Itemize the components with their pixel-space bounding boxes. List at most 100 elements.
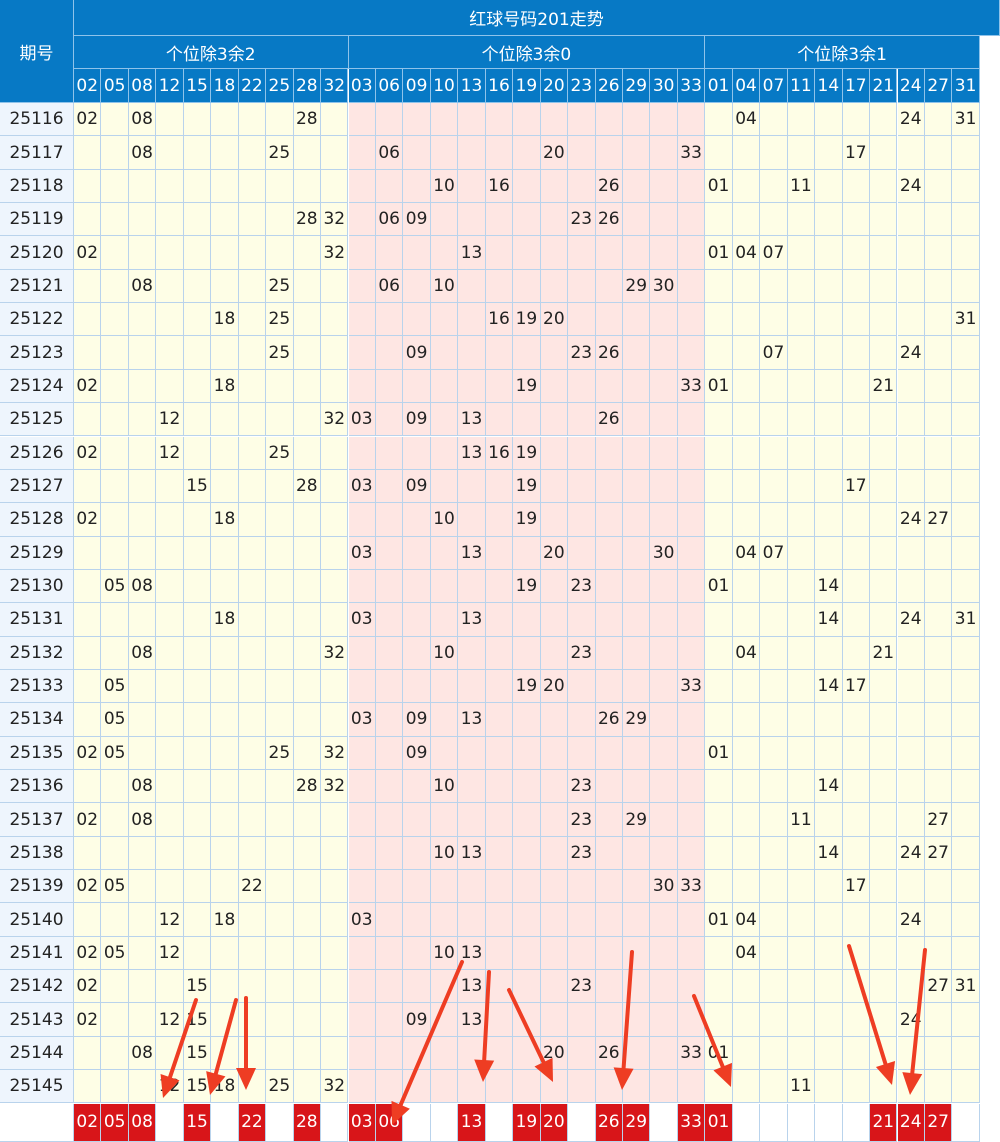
drawn-number: 15 [183,1003,212,1037]
selected-number[interactable]: 21 [870,1103,898,1142]
drawn-number: 24 [897,836,925,871]
draw-cell [952,1036,980,1071]
draw-cell [677,736,706,770]
selected-number[interactable]: 06 [375,1103,404,1142]
draw-cell [650,1070,678,1104]
draw-cell [595,603,623,637]
draw-cell [623,1003,651,1037]
period-cell: 25143 [0,1003,74,1037]
selected-number[interactable]: 33 [677,1103,706,1142]
draw-cell [266,870,294,904]
draw-cell [705,1003,733,1037]
drawn-number: 14 [815,836,843,871]
draw-cell [238,436,267,470]
draw-cell [293,269,322,304]
draw-cell [128,403,157,437]
selected-number[interactable]: 20 [540,1103,569,1142]
draw-cell [430,669,459,704]
draw-cell [595,1003,623,1037]
number-header: 09 [403,69,431,103]
draw-cell [623,770,651,804]
draw-cell [238,1036,267,1071]
drawn-number: 18 [211,303,239,337]
drawn-number: 19 [513,303,541,337]
draw-cell [183,503,212,537]
draw-cell [897,770,925,804]
selected-number[interactable]: 27 [924,1103,953,1142]
period-cell: 25138 [0,836,74,871]
draw-cell [293,169,322,204]
draw-cell [540,103,569,137]
number-header: 27 [924,69,953,103]
draw-cell [568,1036,596,1071]
drawn-number: 08 [128,136,157,170]
draw-cell [732,736,761,770]
draw-cell [677,503,706,537]
period-cell: 25140 [0,903,74,937]
draw-cell [348,770,376,804]
selected-number[interactable]: 29 [623,1103,651,1142]
selected-number[interactable]: 03 [348,1103,376,1142]
selected-number[interactable]: 19 [513,1103,541,1142]
selected-number[interactable]: 13 [458,1103,486,1142]
drawn-number: 22 [238,870,267,904]
draw-cell [787,236,816,270]
draw-cell [403,870,431,904]
draw-cell [238,1003,267,1037]
selection-cell [430,1103,459,1142]
drawn-number: 29 [623,803,651,837]
selected-number[interactable]: 24 [897,1103,925,1142]
selection-cell [842,1103,871,1142]
selected-number[interactable]: 28 [293,1103,322,1142]
draw-cell [595,369,623,404]
draw-cell [430,136,459,170]
draw-cell [650,803,678,837]
draw-cell [266,169,294,204]
drawn-number: 20 [540,303,569,337]
draw-cell [293,936,322,971]
drawn-number: 21 [870,369,898,404]
draw-cell [74,636,102,670]
draw-cell [842,803,871,837]
period-cell: 25125 [0,403,74,437]
selected-number[interactable]: 08 [128,1103,157,1142]
draw-cell [513,636,541,670]
draw-cell [375,669,404,704]
drawn-number: 26 [595,703,623,737]
draw-cell [650,936,678,971]
draw-cell [430,403,459,437]
draw-cell [403,603,431,637]
draw-cell [485,603,514,637]
draw-cell [321,569,349,604]
draw-cell [787,736,816,770]
selected-number[interactable]: 01 [705,1103,733,1142]
draw-cell [732,803,761,837]
draw-cell [815,903,843,937]
draw-cell [870,403,898,437]
selected-number[interactable]: 22 [238,1103,267,1142]
draw-cell [513,536,541,570]
draw-cell [705,970,733,1004]
draw-cell [732,369,761,404]
drawn-number: 23 [568,203,596,237]
drawn-number: 11 [787,803,816,837]
number-header: 13 [458,69,486,103]
number-header: 28 [293,69,322,103]
draw-cell [870,336,898,370]
number-header: 18 [211,69,239,103]
drawn-number: 01 [705,369,733,404]
draw-cell [238,770,267,804]
selected-number[interactable]: 05 [101,1103,129,1142]
drawn-number: 06 [375,269,404,304]
draw-cell [787,103,816,137]
draw-cell [403,903,431,937]
draw-cell [787,436,816,470]
selected-number[interactable]: 02 [74,1103,102,1142]
selected-number[interactable]: 15 [183,1103,212,1142]
draw-cell [101,403,129,437]
draw-cell [348,936,376,971]
draw-cell [403,269,431,304]
selected-number[interactable]: 26 [595,1103,623,1142]
draw-cell [760,970,788,1004]
draw-cell [238,103,267,137]
